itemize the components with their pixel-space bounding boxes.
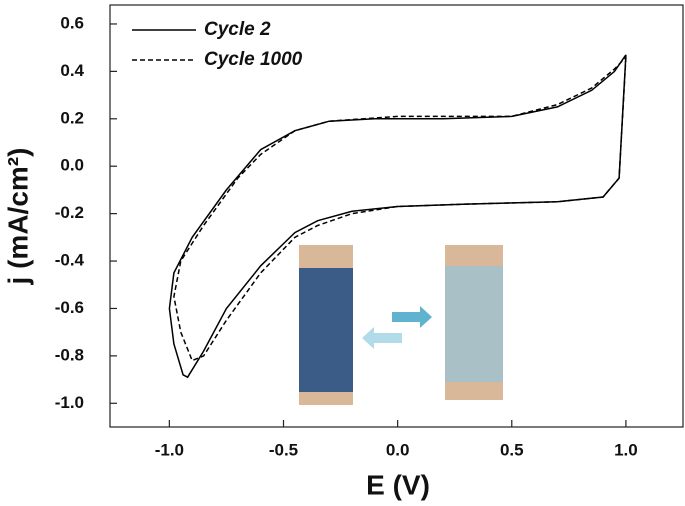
y-tick-label: -0.6 — [55, 298, 84, 317]
y-tick-label: -0.8 — [55, 345, 84, 364]
y-tick-label: -1.0 — [55, 393, 84, 412]
cv-curve — [168, 54, 627, 379]
cv-curve — [173, 56, 627, 362]
x-tick-label: -0.5 — [269, 440, 298, 459]
inset-photo — [299, 245, 503, 405]
y-tick-label: 0.0 — [60, 156, 84, 175]
x-axis-title: E (V) — [366, 469, 430, 500]
arrow-left — [362, 327, 402, 349]
y-tick-label: 0.6 — [60, 13, 84, 32]
plot-frame — [109, 4, 684, 428]
x-tick-label: 1.0 — [614, 440, 638, 459]
y-tick-label: 0.4 — [60, 61, 84, 80]
x-tick-label: 0.0 — [386, 440, 410, 459]
legend-text: Cycle 1000 — [204, 49, 303, 70]
legend-text: Cycle 2 — [204, 19, 271, 40]
x-tick-label: 0.5 — [500, 440, 524, 459]
film-bleached — [445, 266, 503, 382]
arrow-right — [392, 306, 432, 328]
y-axis-title: j (mA/cm²) — [2, 148, 33, 286]
y-tick-label: -0.4 — [55, 251, 85, 270]
x-tick-label: -1.0 — [155, 440, 184, 459]
y-tick-label: 0.2 — [60, 108, 84, 127]
film-colored — [299, 268, 353, 392]
y-tick-label: -0.2 — [55, 203, 84, 222]
